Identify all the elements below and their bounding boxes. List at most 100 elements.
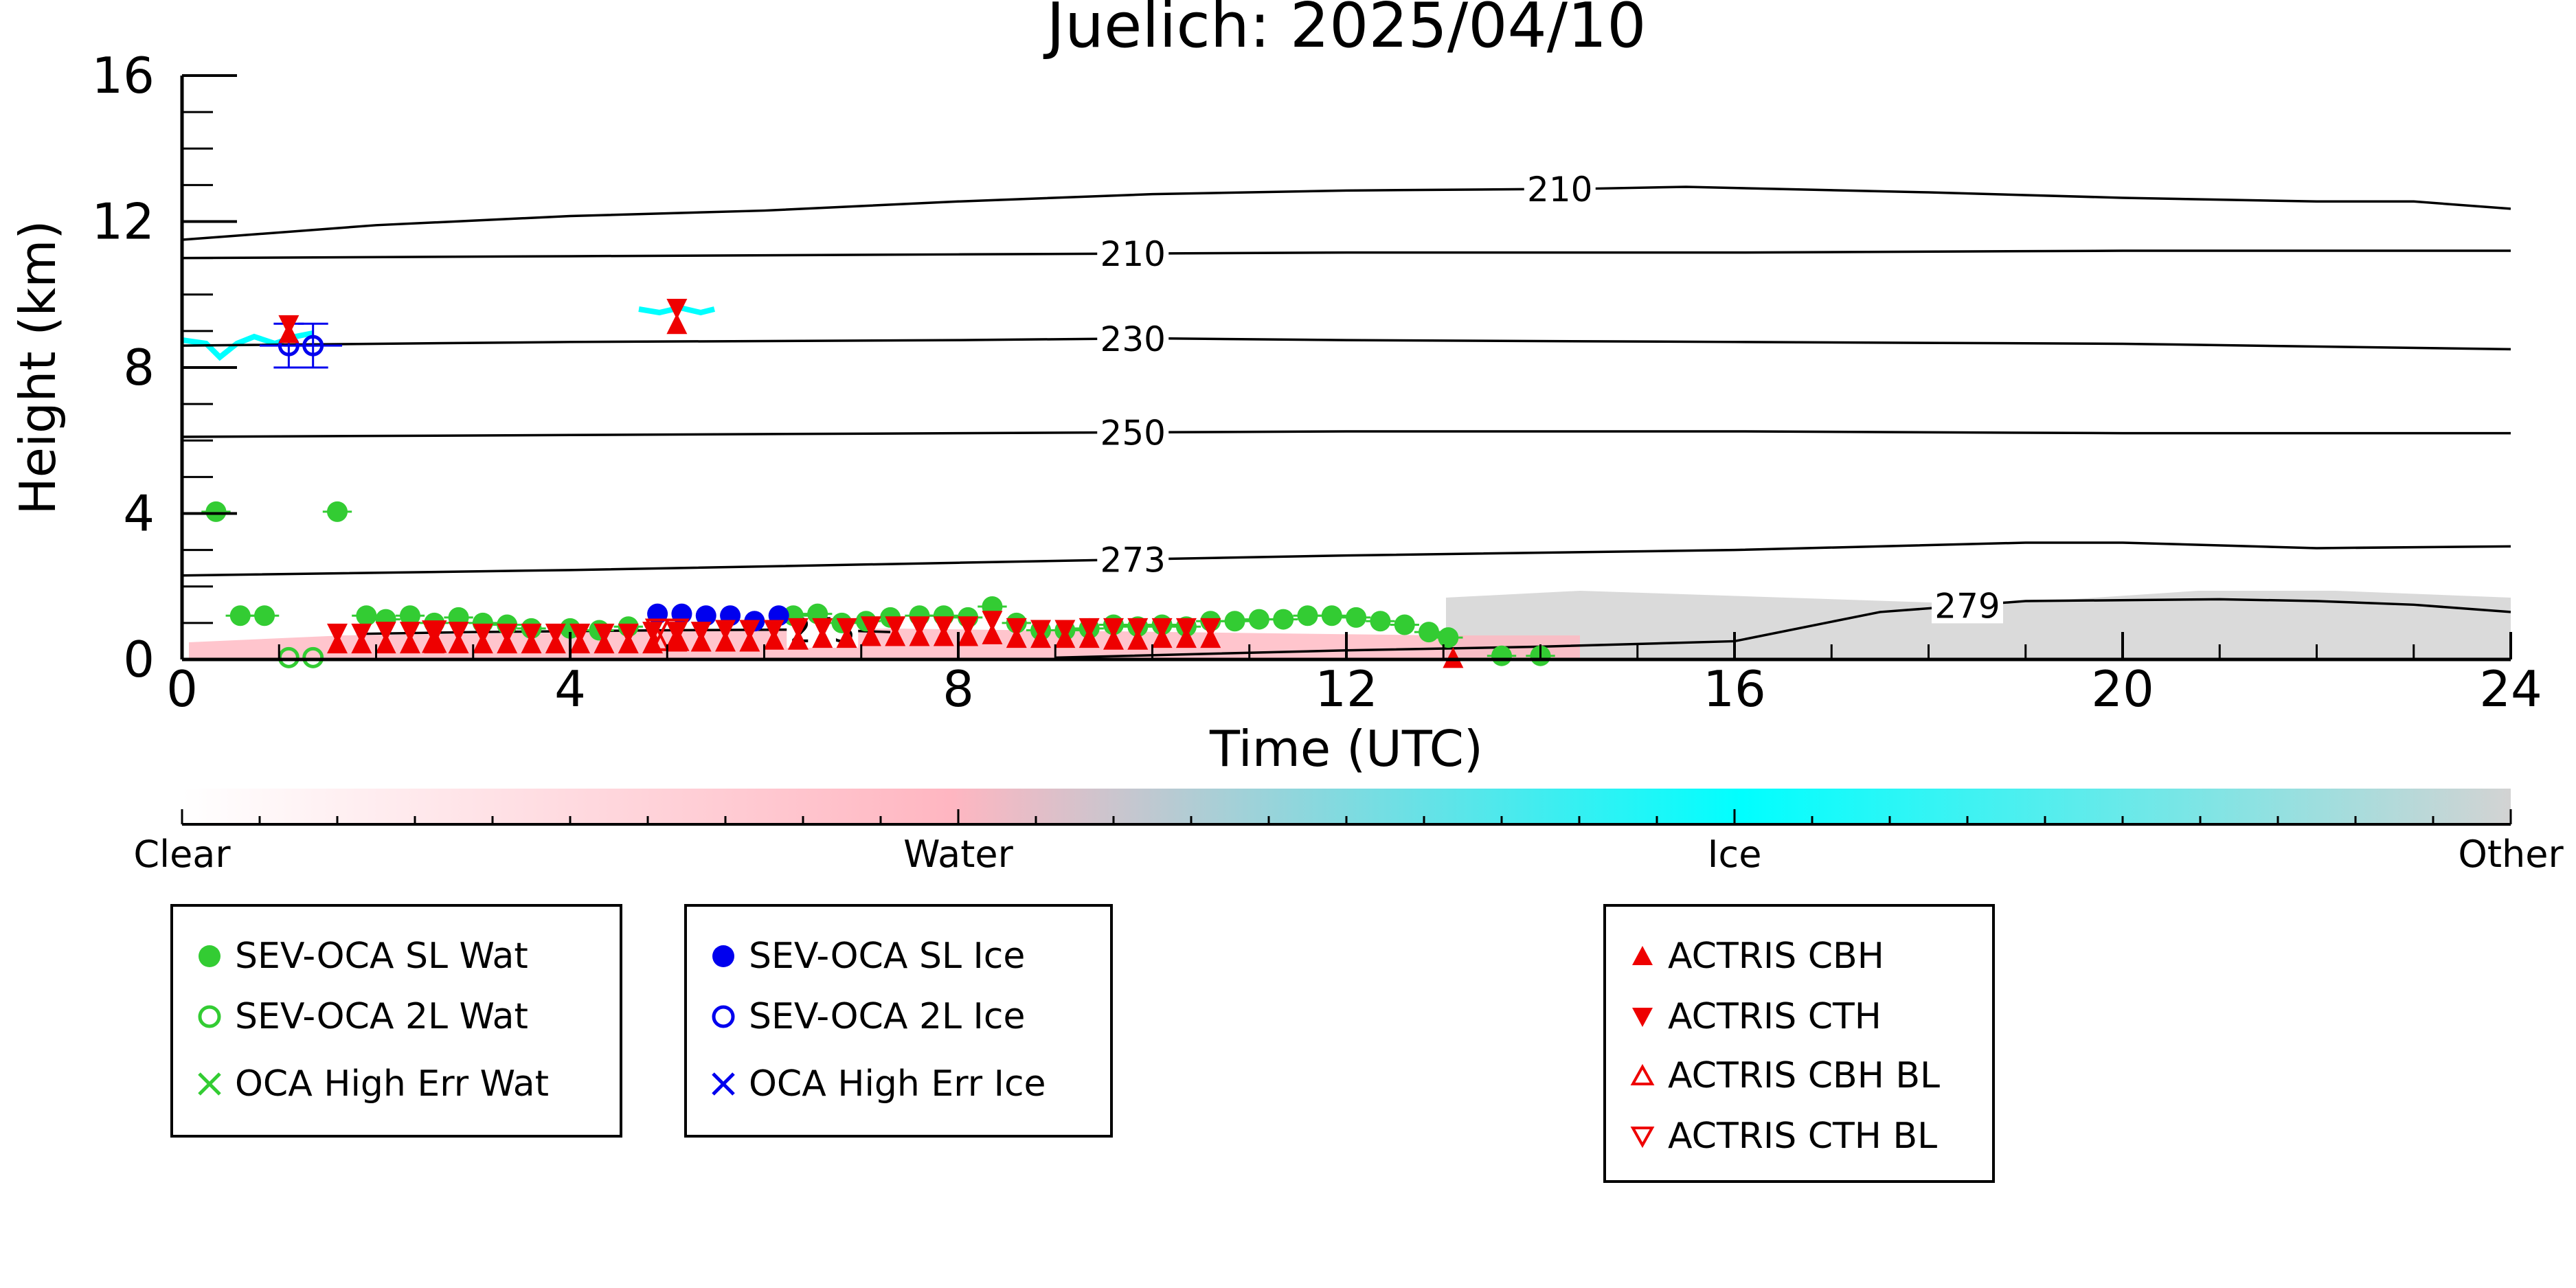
x-tick-label: 20 (2091, 660, 2154, 718)
data-point (1419, 622, 1440, 643)
series-actris-cth-bl (422, 618, 690, 646)
data-point (644, 618, 670, 644)
data-point (569, 623, 591, 644)
contour-label: 273 (1100, 540, 1166, 580)
contour-label: 279 (1934, 586, 2000, 626)
axis-ticks: 0 4 8 12 16 20 24 0 4 8 12 16 (91, 47, 2542, 718)
data-point (787, 629, 809, 650)
legend-label: ACTRIS CBH (1668, 936, 1884, 977)
data-point (472, 623, 493, 644)
data-point (254, 605, 275, 626)
data-point (375, 633, 396, 654)
data-point (448, 622, 469, 643)
legend-item-oca-high-err-ice: OCA High Err Ice (706, 1063, 1046, 1105)
open-circle-icon (712, 1005, 735, 1028)
data-point (1151, 618, 1173, 639)
data-point (521, 623, 542, 644)
data-point (715, 620, 736, 641)
triangle-up-icon (1632, 946, 1653, 965)
contour-label-bg (1097, 414, 1169, 451)
data-point (302, 646, 324, 668)
temperature-contour-line (182, 249, 2511, 260)
data-point (545, 623, 566, 644)
legend-ice: SEV-OCA SL Ice SEV-OCA 2L Ice OCA High E… (684, 904, 1113, 1138)
axes (180, 76, 2511, 662)
data-point (327, 501, 348, 522)
data-point (836, 618, 857, 639)
data-point (399, 622, 420, 643)
data-point (666, 313, 688, 335)
data-point (909, 616, 930, 637)
data-point (1491, 645, 1512, 666)
classification-shading (182, 304, 2511, 659)
data-point (1438, 627, 1459, 648)
data-point (982, 623, 1003, 644)
x-tick-label: 0 (166, 660, 198, 718)
legend-label: ACTRIS CTH (1668, 996, 1882, 1037)
x-mark-icon (198, 1072, 221, 1096)
contour-label: 230 (1100, 319, 1166, 359)
data-point (787, 618, 809, 639)
open-triangle-down-icon (1630, 1127, 1655, 1149)
colorbar-label: Water (903, 833, 1013, 876)
x-tick-label: 4 (554, 660, 586, 718)
open-circle-icon (198, 1005, 221, 1028)
legend-item-oca-high-err-wat: OCA High Err Wat (192, 1063, 549, 1105)
colorbar-label: Ice (1708, 833, 1762, 876)
data-point (205, 501, 227, 522)
data-point (1273, 609, 1294, 630)
data-point (375, 622, 396, 643)
data-point (618, 623, 639, 644)
contour-label-bg (1932, 587, 2003, 624)
temperature-contour-line (182, 430, 2511, 438)
legend-label: OCA High Err Wat (235, 1063, 549, 1105)
series-actris-cbh-bl (422, 626, 690, 653)
data-point (664, 626, 690, 651)
open-triangle-up-icon (1630, 1063, 1655, 1085)
data-point (958, 616, 979, 637)
data-point (278, 315, 300, 336)
x-tick-label: 16 (1703, 660, 1766, 718)
data-point (448, 633, 469, 654)
y-tick-label: 4 (123, 485, 155, 543)
data-point (302, 335, 324, 357)
data-point (666, 299, 688, 319)
temperature-contour-line (182, 337, 2511, 351)
data-point (1030, 620, 1052, 641)
legend-label: SEV-OCA 2L Ice (749, 996, 1026, 1037)
data-point (594, 623, 615, 644)
legend-actris: ACTRIS CBH ACTRIS CTH ACTRIS CBH BL ACTR… (1603, 904, 1995, 1183)
data-point (1127, 629, 1149, 650)
contour-label-bg (1097, 541, 1169, 578)
legend-label: OCA High Err Ice (749, 1063, 1046, 1105)
data-point (644, 626, 670, 651)
data-point (1346, 607, 1367, 628)
data-point (1248, 609, 1269, 630)
data-point (1054, 620, 1076, 641)
x-mark-icon (712, 1072, 735, 1096)
colorbar-label: Clear (133, 833, 231, 876)
data-point (763, 620, 784, 641)
y-tick-label: 12 (91, 193, 155, 251)
data-point (422, 627, 447, 653)
data-point (715, 631, 736, 652)
data-point (1127, 618, 1149, 639)
data-point (812, 618, 833, 639)
filled-circle-icon (199, 945, 221, 967)
data-point (1200, 618, 1221, 639)
series-actris-cth (278, 299, 1221, 644)
legend-label: SEV-OCA SL Ice (749, 936, 1026, 977)
temperature-contours: 210210230250273273279 (182, 170, 2511, 659)
legend-item-sev-oca-sl-ice: SEV-OCA SL Ice (706, 936, 1025, 977)
triangle-down-icon (1632, 1008, 1653, 1027)
data-point (1443, 647, 1464, 668)
data-series (201, 299, 1555, 668)
data-point (1394, 614, 1415, 635)
legend-label: ACTRIS CTH BL (1668, 1116, 1938, 1157)
data-point (229, 605, 251, 626)
data-point (1321, 605, 1342, 626)
legend-item-actris-cth-bl: ACTRIS CTH BL (1625, 1116, 1937, 1157)
data-point (1224, 611, 1245, 632)
colorbar-labels: Clear Water Ice Other (133, 833, 2564, 876)
